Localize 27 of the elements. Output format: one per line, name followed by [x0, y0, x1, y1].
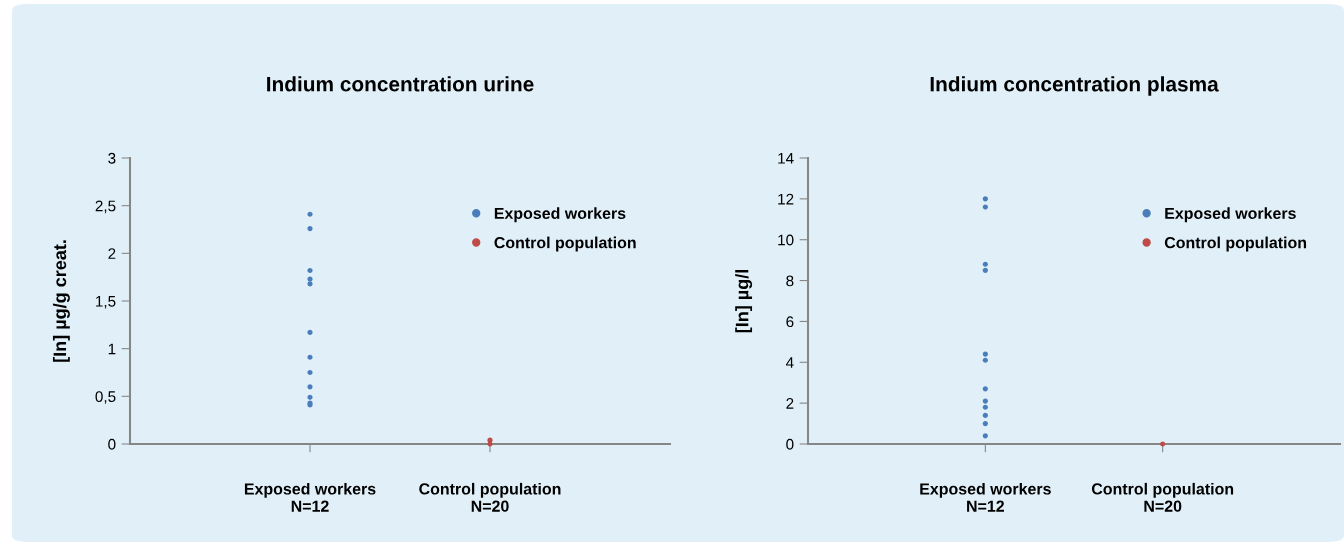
y-tick-label: 4	[785, 357, 794, 368]
y-tick-label: 10	[778, 234, 794, 246]
chart-title: Indium concentration plasma	[930, 76, 1219, 96]
y-tick-label: 6	[786, 316, 794, 328]
y-tick-label: 0	[786, 438, 794, 450]
y-tick-label: 2,5	[95, 200, 116, 214]
chart-title: Indium concentration urine	[267, 76, 534, 92]
y-tick-label: 0,5	[95, 391, 116, 404]
y-tick-label: 3	[108, 152, 116, 164]
x-tick-label: Control population N=20	[419, 482, 561, 512]
y-tick-label: 14	[778, 153, 794, 164]
x-tick-label: Exposed workers N=12	[244, 482, 376, 512]
legend-label: Exposed workers	[1165, 207, 1296, 223]
y-axis-title: [In] µg/g creat.	[52, 240, 70, 362]
y-tick-label: 1	[108, 343, 116, 355]
y-tick-label: 0	[108, 438, 116, 450]
y-axis-title: [In] µg/l	[735, 270, 753, 333]
y-tick-label: 2	[108, 248, 116, 259]
legend-label: Control population	[1164, 236, 1307, 252]
y-tick-label: 8	[786, 275, 794, 287]
y-tick-label: 2	[786, 398, 794, 409]
legend-label: Control population	[494, 236, 636, 252]
x-tick-label: Exposed workers N=12	[920, 482, 1051, 512]
legend-label: Exposed workers	[494, 207, 626, 223]
x-tick-label: Control population N=20	[1091, 482, 1234, 512]
y-tick-label: 1,5	[96, 296, 116, 309]
y-tick-label: 12	[778, 193, 794, 205]
